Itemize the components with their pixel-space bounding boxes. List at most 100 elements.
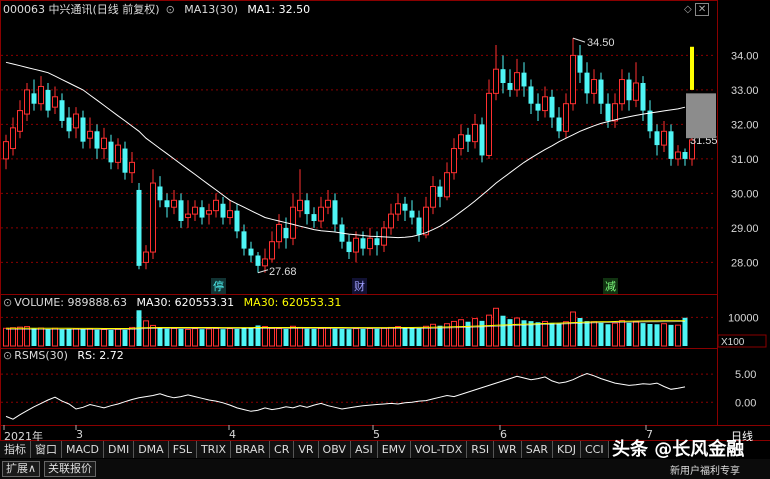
- tab-brar[interactable]: BRAR: [231, 441, 271, 458]
- marker-reduce[interactable]: 减: [603, 278, 618, 294]
- volume-bar-up: [570, 311, 576, 347]
- candle-body-down: [535, 103, 541, 111]
- tab-fsl[interactable]: FSL: [168, 441, 197, 458]
- tab-wr[interactable]: WR: [494, 441, 522, 458]
- y-tick-label: 32.00: [731, 119, 759, 131]
- tab-cr[interactable]: CR: [270, 441, 295, 458]
- x-label-may: 5: [373, 428, 380, 441]
- candle-body-down: [199, 207, 205, 218]
- y-tick-label: 31.00: [731, 154, 759, 166]
- volume-unit-label: X100: [721, 337, 745, 348]
- volume-bar-down: [465, 321, 471, 346]
- volume-bar-up: [458, 319, 464, 347]
- volume-bar-up: [24, 326, 30, 347]
- collapse-icon[interactable]: ⊙: [3, 349, 13, 362]
- candle-body-down: [311, 214, 317, 221]
- tab-vol-tdx[interactable]: VOL-TDX: [410, 441, 468, 458]
- candle-body-down: [220, 203, 226, 218]
- candle-body-down: [668, 131, 674, 159]
- candle-body-down: [416, 217, 422, 235]
- candle-body-up: [10, 127, 16, 150]
- candle-body-up: [325, 199, 331, 208]
- volume-bar-down: [374, 328, 380, 346]
- tab-macd[interactable]: MACD: [62, 441, 104, 458]
- volume-bar-up: [269, 327, 275, 347]
- volume-bar-down: [654, 324, 660, 346]
- close-icon[interactable]: ✕: [694, 3, 710, 16]
- marker-suspend[interactable]: 停: [211, 278, 226, 294]
- tab-sar[interactable]: SAR: [521, 441, 554, 458]
- tab-vr[interactable]: VR: [294, 441, 319, 458]
- tab-rsi[interactable]: RSI: [467, 441, 495, 458]
- marker-finance[interactable]: 财: [352, 278, 367, 294]
- tab-窗口[interactable]: 窗口: [31, 441, 62, 458]
- volume-bar-down: [437, 325, 443, 346]
- diamond-icon[interactable]: ◇: [684, 4, 692, 15]
- volume-bar-down: [332, 328, 338, 346]
- volume-bar-up: [52, 327, 58, 347]
- candle-body-up: [262, 258, 268, 267]
- volume-bar-down: [157, 327, 163, 346]
- rsms-y-tick: 5.00: [735, 369, 756, 381]
- candle-body-up: [206, 210, 212, 215]
- ma-label[interactable]: MA13(30): [184, 3, 238, 16]
- volume-bar-up: [395, 326, 401, 347]
- collapse-icon[interactable]: ⊙: [3, 296, 13, 309]
- volume-bar-down: [339, 328, 345, 346]
- new-user-notice[interactable]: 新用户福利专享: [670, 466, 740, 477]
- volume-bar-up: [101, 328, 107, 347]
- volume-bar-up: [388, 326, 394, 347]
- candle-body-down: [234, 210, 240, 232]
- candle-body-up: [143, 251, 149, 263]
- volume-bar-down: [255, 325, 261, 346]
- price-header: 000063 中兴通讯(日线 前复权) ⊙ MA13(30) MA1: 32.50: [3, 3, 316, 17]
- volume-bar-down: [528, 321, 534, 346]
- volume-bar-down: [31, 328, 37, 346]
- tab-dma[interactable]: DMA: [134, 441, 169, 458]
- rsms-y-tick: 0.00: [735, 397, 756, 409]
- tab-obv[interactable]: OBV: [318, 441, 351, 458]
- expand-button[interactable]: 扩展∧: [2, 461, 41, 477]
- tab-emv[interactable]: EMV: [377, 441, 411, 458]
- volume-bar-up: [661, 323, 667, 347]
- candle-body-up: [297, 199, 303, 212]
- volume-bar-up: [353, 328, 359, 347]
- candle-body-up: [24, 89, 30, 115]
- volume-bar-down: [122, 329, 128, 346]
- candle-body-up: [87, 130, 93, 139]
- candle-body-down: [31, 93, 37, 104]
- volume-bar-up: [150, 324, 156, 347]
- tab-kdj[interactable]: KDJ: [553, 441, 581, 458]
- chevron-down-icon[interactable]: ⊙: [165, 3, 175, 16]
- ma-line: [5, 61, 686, 239]
- candle-body-up: [689, 139, 695, 160]
- volume-bar-down: [178, 328, 184, 346]
- volume-bar-up: [423, 325, 429, 347]
- period-label[interactable]: 日线: [731, 430, 753, 443]
- volume-bar-down: [682, 317, 688, 346]
- tab-asi[interactable]: ASI: [350, 441, 378, 458]
- y-tick-label: 34.00: [731, 50, 759, 62]
- volume-bar-up: [325, 327, 331, 347]
- candle-body-up: [486, 92, 492, 156]
- tab-cci[interactable]: CCI: [580, 441, 609, 458]
- tab-dmi[interactable]: DMI: [103, 441, 135, 458]
- volume-bar-up: [430, 323, 436, 347]
- candle-body-down: [500, 69, 506, 83]
- candle-body-up: [451, 148, 457, 174]
- rsms-value: RS: 2.72: [77, 349, 124, 362]
- tab-trix[interactable]: TRIX: [196, 441, 232, 458]
- candle-body-up: [73, 113, 79, 129]
- volume-bar-down: [626, 322, 632, 346]
- candle-body-up: [472, 123, 478, 143]
- volume-bar-down: [108, 330, 114, 346]
- volume-y-tick: 10000: [728, 312, 759, 324]
- candle-body-up: [3, 141, 9, 160]
- y-tick-label: 29.00: [731, 223, 759, 235]
- volume-bar-down: [416, 328, 422, 346]
- low-pointer: [257, 269, 269, 274]
- related-quote-button[interactable]: 关联报价: [44, 461, 96, 477]
- candle-body-up: [52, 96, 58, 108]
- tab-指标[interactable]: 指标: [0, 441, 31, 458]
